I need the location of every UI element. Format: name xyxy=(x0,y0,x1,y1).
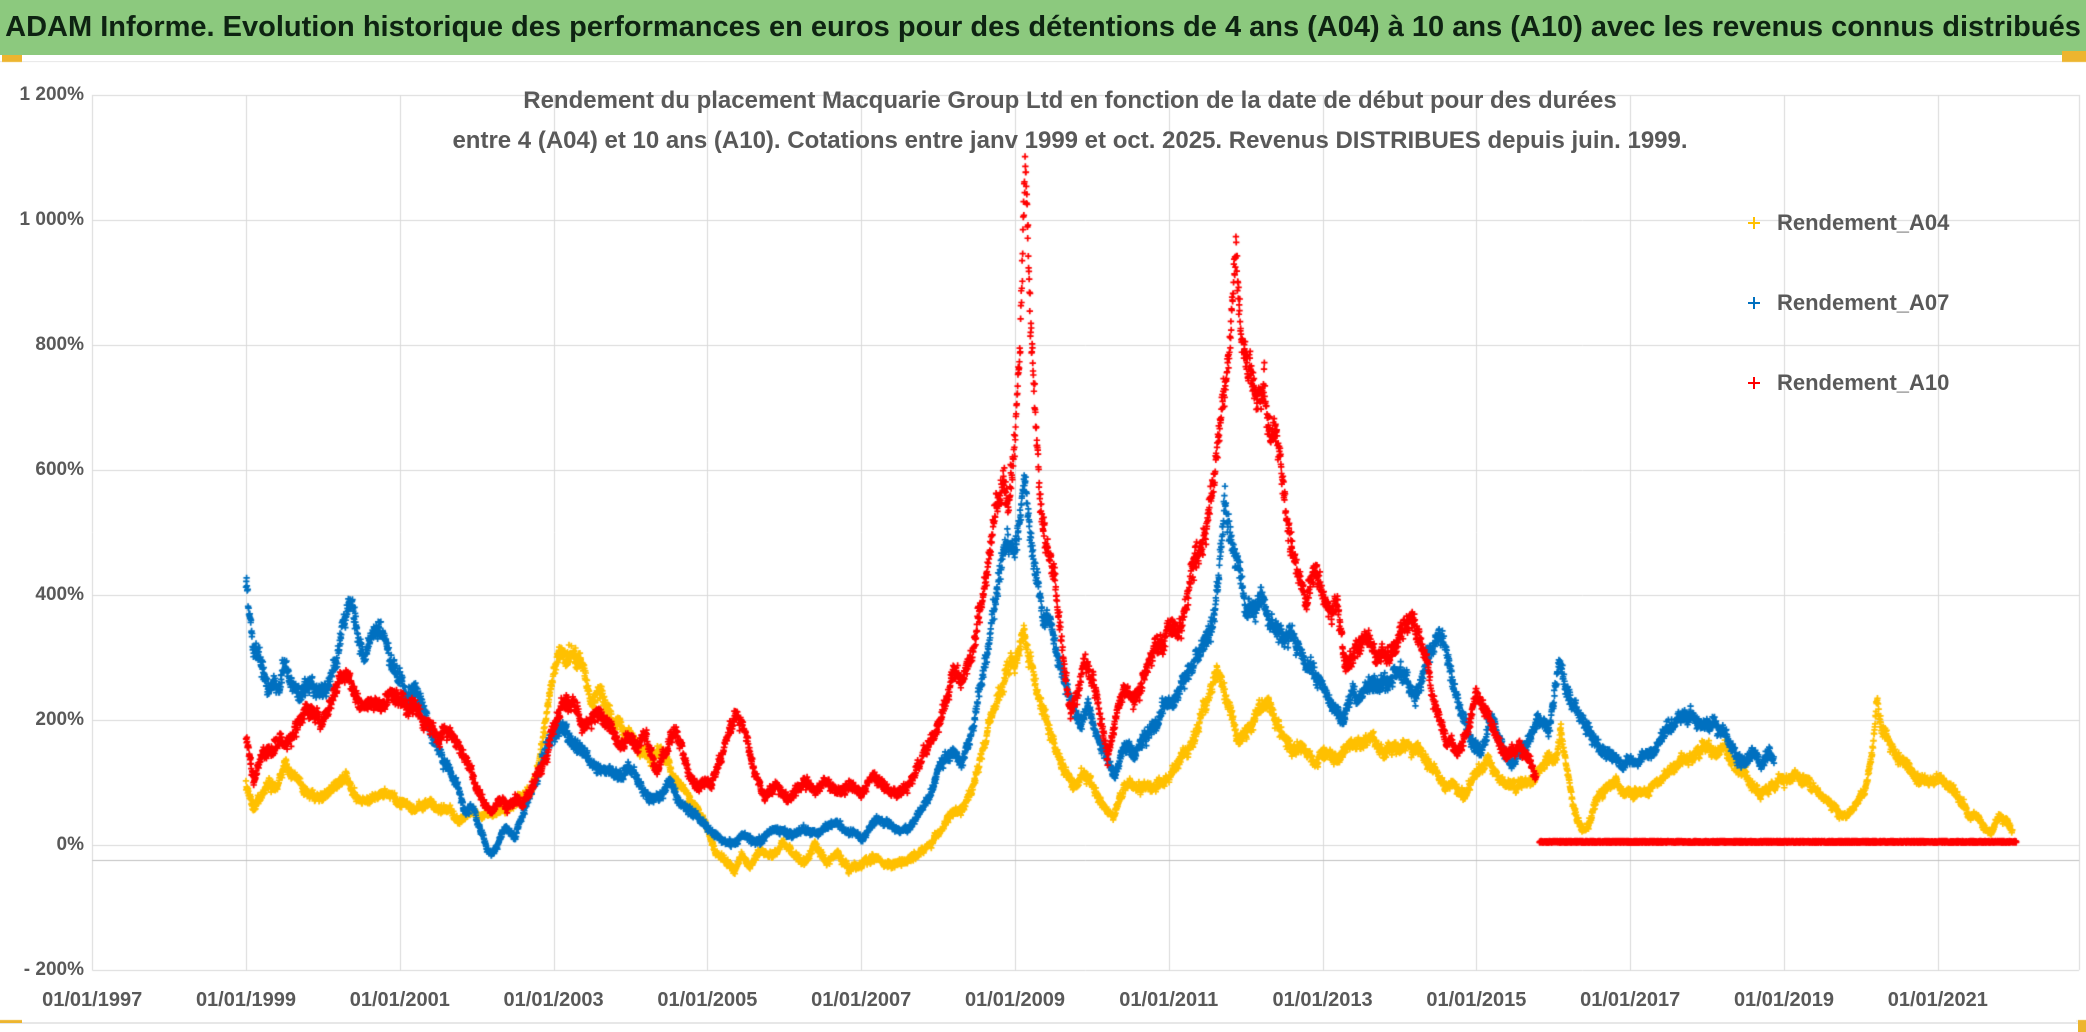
legend-label: Rendement_A10 xyxy=(1777,370,1950,395)
chart-title-line2: entre 4 (A04) et 10 ans (A10). Cotations… xyxy=(452,127,1688,154)
x-tick-label: 01/01/1999 xyxy=(195,989,297,1011)
x-tick-label: 01/01/2009 xyxy=(964,989,1066,1011)
x-tick-label: 01/01/2013 xyxy=(1272,989,1373,1011)
x-tick-label: 01/01/2017 xyxy=(1580,989,1681,1011)
y-tick-label: 400% xyxy=(35,584,84,605)
chart-title: Rendement du placement Macquarie Group L… xyxy=(300,81,1840,161)
y-tick-label: 800% xyxy=(35,334,84,355)
legend-item-rendement_a07[interactable]: Rendement_A07 xyxy=(1748,285,1949,321)
plus-marker-icon xyxy=(1748,297,1760,309)
x-tick-label: 01/01/2007 xyxy=(811,989,912,1011)
plus-marker-icon xyxy=(1748,217,1760,229)
y-tick-label: - 200% xyxy=(23,959,84,980)
x-tick-label: 01/01/1997 xyxy=(42,989,143,1011)
y-tick-label: 200% xyxy=(35,709,84,730)
x-tick-label: 01/01/2011 xyxy=(1119,989,1219,1011)
x-tick-label: 01/01/2001 xyxy=(349,989,450,1011)
x-tick-label: 01/01/2019 xyxy=(1733,989,1835,1011)
x-tick-label: 01/01/2021 xyxy=(1887,989,1988,1011)
legend-label: Rendement_A04 xyxy=(1777,210,1950,235)
y-tick-label: 600% xyxy=(35,459,84,480)
x-tick-label: 01/01/2003 xyxy=(503,989,604,1011)
y-tick-label: 1 200% xyxy=(19,84,84,105)
legend-label: Rendement_A07 xyxy=(1777,290,1950,315)
legend-item-rendement_a04[interactable]: Rendement_A04 xyxy=(1748,205,1949,241)
plus-marker-icon xyxy=(1748,377,1760,389)
y-tick-label: 0% xyxy=(56,834,84,855)
legend-item-rendement_a10[interactable]: Rendement_A10 xyxy=(1748,365,1949,401)
x-tick-label: 01/01/2015 xyxy=(1426,989,1527,1011)
x-tick-label: 01/01/2005 xyxy=(657,989,758,1011)
chart-title-line1: Rendement du placement Macquarie Group L… xyxy=(523,87,1617,114)
y-tick-label: 1 000% xyxy=(19,209,84,230)
